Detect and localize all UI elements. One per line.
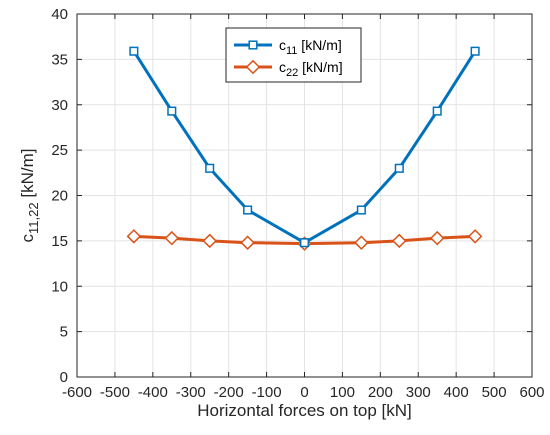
x-tick-label: 0 bbox=[300, 384, 308, 401]
x-tick-label: -200 bbox=[214, 384, 244, 401]
y-axis-title-unit: [kN/m] bbox=[18, 149, 37, 203]
y-tick-label: 30 bbox=[51, 97, 68, 114]
legend-label-base: c bbox=[279, 37, 286, 53]
data-point-11 bbox=[432, 106, 442, 116]
x-tick-label: 600 bbox=[519, 384, 544, 401]
legend-marker bbox=[248, 40, 258, 50]
data-point-11 bbox=[205, 163, 215, 173]
data-point-22 bbox=[126, 229, 142, 244]
data-point-22 bbox=[392, 233, 407, 249]
data-point-11 bbox=[394, 163, 404, 173]
legend-label-unit: [kN/m] bbox=[297, 37, 341, 53]
legend-label: c11 [kN/m] bbox=[279, 37, 342, 57]
legend: c11 [kN/m]c22 [kN/m] bbox=[225, 27, 362, 83]
data-point-22 bbox=[429, 230, 445, 246]
x-axis-title: Horizontal forces on top [kN] bbox=[197, 401, 411, 420]
data-point-22 bbox=[240, 235, 255, 250]
data-point-22 bbox=[467, 229, 483, 244]
y-axis-title-subscript: 11,22 bbox=[26, 202, 41, 234]
legend-item-11: c11 [kN/m] bbox=[234, 37, 342, 57]
series-11 bbox=[129, 46, 480, 248]
legend-item-22: c22 [kN/m] bbox=[234, 59, 343, 79]
y-tick-label: 15 bbox=[51, 233, 68, 250]
y-tick-label: 35 bbox=[51, 51, 68, 68]
data-point-22 bbox=[164, 230, 180, 246]
x-tick-label: 100 bbox=[330, 384, 355, 401]
x-tick-label: -100 bbox=[252, 384, 282, 401]
data-point-22 bbox=[202, 233, 217, 249]
x-tick-label: 200 bbox=[368, 384, 393, 401]
data-point-22 bbox=[354, 235, 369, 250]
y-tick-label: 20 bbox=[51, 188, 68, 205]
x-tick-label: 300 bbox=[406, 384, 431, 401]
x-tick-label: -400 bbox=[138, 384, 168, 401]
legend-label-subscript: 11 bbox=[286, 45, 297, 57]
legend-label-unit: [kN/m] bbox=[298, 59, 342, 75]
y-tick-label: 0 bbox=[60, 369, 68, 386]
x-tick-label: -500 bbox=[100, 384, 130, 401]
data-point-11 bbox=[356, 205, 366, 215]
x-tick-label: -300 bbox=[176, 384, 206, 401]
y-tick-label: 25 bbox=[51, 142, 68, 159]
legend-marker bbox=[245, 59, 261, 75]
axis-ticks: -600 -500 -400 -300 -200 -100 0 100 200 300 400 500… bbox=[51, 6, 544, 401]
y-axis-title: c11,22 [kN/m] bbox=[18, 149, 41, 243]
legend-box bbox=[225, 27, 362, 83]
y-tick-label: 5 bbox=[60, 324, 68, 341]
legend-label-subscript: 22 bbox=[286, 67, 298, 79]
data-point-11 bbox=[299, 238, 310, 248]
x-tick-label: -600 bbox=[62, 384, 92, 401]
legend-label: c22 [kN/m] bbox=[279, 59, 343, 79]
legend-label-base: c bbox=[279, 59, 286, 75]
data-point-11 bbox=[243, 205, 253, 215]
y-tick-label: 40 bbox=[51, 6, 68, 23]
y-axis-title-base: c bbox=[18, 233, 37, 242]
x-tick-label: 500 bbox=[482, 384, 507, 401]
data-point-11 bbox=[129, 46, 139, 56]
x-tick-label: 400 bbox=[444, 384, 469, 401]
series-layer bbox=[126, 46, 483, 251]
y-tick-label: 10 bbox=[51, 278, 68, 295]
data-point-11 bbox=[167, 106, 177, 116]
data-point-11 bbox=[470, 46, 480, 56]
